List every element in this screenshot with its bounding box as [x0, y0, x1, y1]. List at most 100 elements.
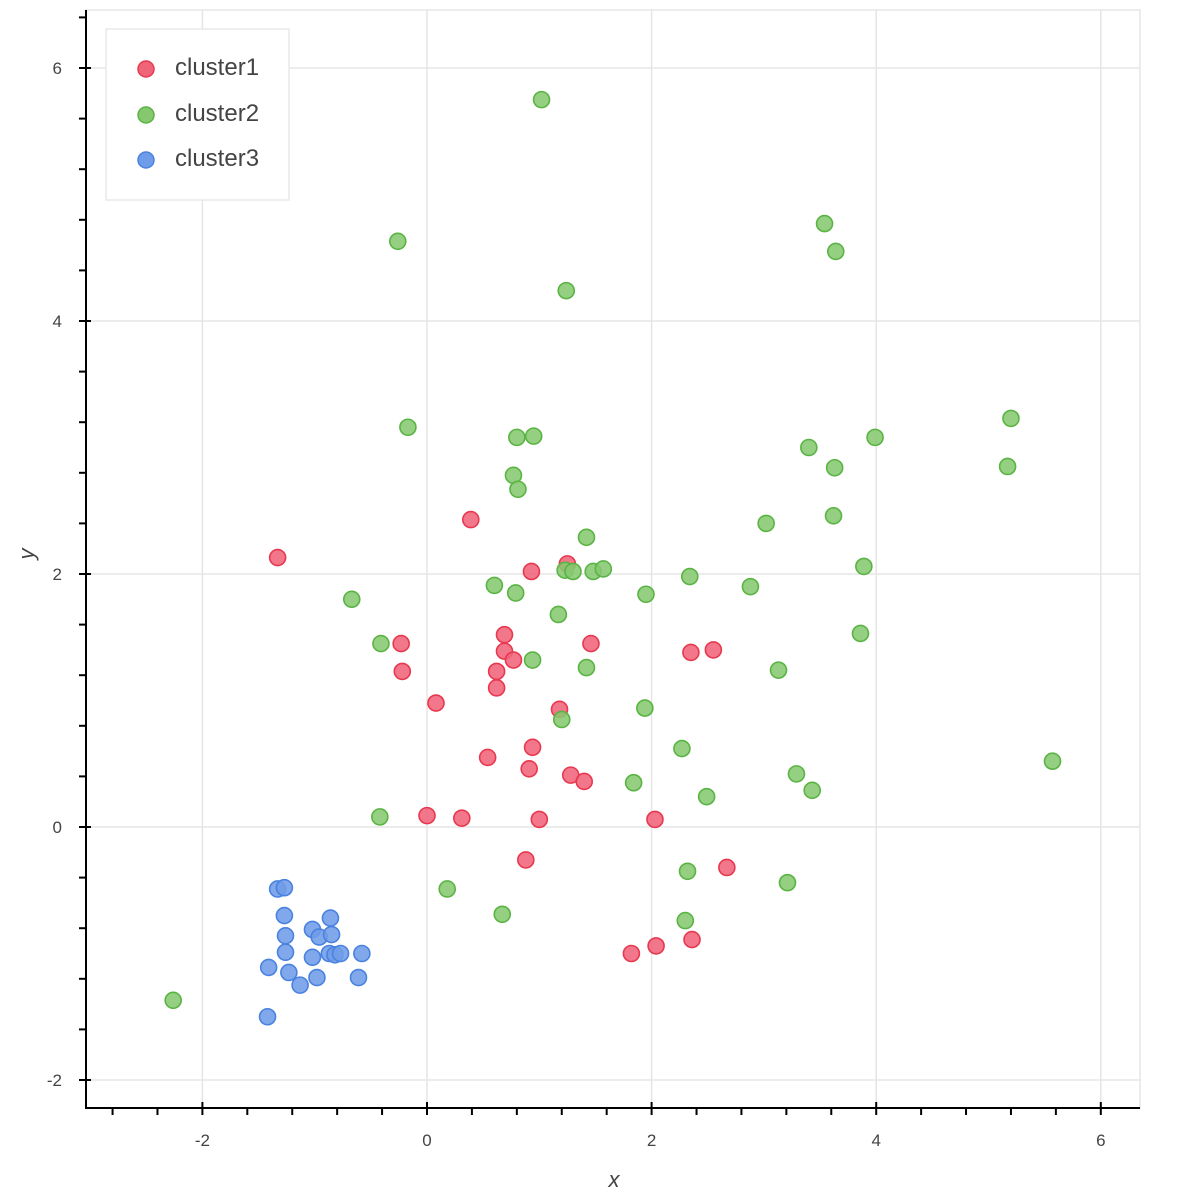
- data-point[interactable]: [331, 944, 350, 963]
- data-point[interactable]: [815, 214, 834, 233]
- legend-item-cluster1[interactable]: cluster1: [137, 54, 259, 81]
- data-point[interactable]: [582, 634, 600, 653]
- legend-item-cluster3[interactable]: cluster3: [137, 145, 259, 172]
- data-point[interactable]: [622, 944, 641, 963]
- data-point[interactable]: [308, 968, 326, 987]
- data-point[interactable]: [637, 585, 655, 604]
- x-axis-ticks: -2 0 2 4 6: [111, 1102, 1106, 1150]
- data-point[interactable]: [647, 937, 665, 955]
- data-point[interactable]: [427, 694, 445, 712]
- data-point[interactable]: [800, 438, 818, 457]
- data-point[interactable]: [718, 858, 736, 877]
- data-point[interactable]: [532, 90, 551, 109]
- legend-item-cluster2[interactable]: cluster2: [137, 100, 259, 127]
- data-point[interactable]: [353, 944, 371, 963]
- data-point[interactable]: [866, 428, 884, 447]
- data-point[interactable]: [389, 232, 407, 251]
- data-point[interactable]: [998, 457, 1017, 476]
- data-point[interactable]: [803, 781, 821, 800]
- data-point[interactable]: [825, 458, 844, 477]
- data-point[interactable]: [673, 739, 691, 758]
- data-point[interactable]: [851, 624, 870, 643]
- data-point[interactable]: [393, 662, 412, 681]
- legend-label: cluster3: [175, 145, 259, 172]
- data-point[interactable]: [508, 428, 526, 447]
- data-point[interactable]: [577, 658, 596, 677]
- data-point[interactable]: [646, 810, 664, 829]
- legend: cluster1 cluster2 cluster3: [105, 28, 290, 201]
- data-point[interactable]: [392, 634, 410, 653]
- data-point[interactable]: [594, 560, 613, 578]
- data-point[interactable]: [676, 911, 695, 930]
- data-point[interactable]: [826, 242, 845, 261]
- data-point[interactable]: [523, 651, 542, 669]
- data-point[interactable]: [495, 625, 514, 644]
- data-point[interactable]: [678, 862, 697, 881]
- data-point[interactable]: [549, 605, 568, 624]
- data-point[interactable]: [520, 760, 538, 778]
- data-point[interactable]: [303, 948, 322, 967]
- data-point[interactable]: [704, 641, 723, 659]
- legend-marker-green-circle-icon: [137, 106, 155, 124]
- data-point[interactable]: [636, 699, 654, 717]
- data-point[interactable]: [268, 548, 287, 567]
- data-point[interactable]: [275, 878, 294, 897]
- data-point[interactable]: [493, 905, 512, 924]
- data-point[interactable]: [478, 748, 497, 767]
- data-point[interactable]: [824, 507, 843, 525]
- data-point[interactable]: [371, 808, 389, 826]
- data-point[interactable]: [321, 909, 340, 927]
- data-point[interactable]: [682, 643, 700, 662]
- data-point[interactable]: [322, 925, 341, 944]
- data-point[interactable]: [530, 810, 549, 829]
- data-point[interactable]: [275, 906, 294, 925]
- data-point[interactable]: [697, 787, 716, 806]
- data-point[interactable]: [506, 584, 525, 602]
- data-point[interactable]: [438, 880, 457, 898]
- data-point[interactable]: [258, 1007, 277, 1026]
- data-point[interactable]: [485, 576, 504, 595]
- data-point[interactable]: [575, 772, 594, 791]
- data-point[interactable]: [164, 991, 183, 1010]
- data-point[interactable]: [624, 773, 643, 792]
- data-point[interactable]: [517, 851, 535, 869]
- data-point[interactable]: [778, 873, 797, 892]
- data-point[interactable]: [461, 510, 480, 529]
- data-point[interactable]: [1043, 752, 1062, 771]
- grid-lines: [86, 10, 1140, 1108]
- data-point[interactable]: [1002, 409, 1020, 428]
- data-point[interactable]: [680, 567, 699, 586]
- data-point[interactable]: [769, 661, 788, 679]
- x-tick-label: 6: [1096, 1131, 1105, 1150]
- data-point[interactable]: [276, 943, 295, 962]
- data-point[interactable]: [564, 562, 582, 581]
- data-point[interactable]: [557, 281, 576, 300]
- data-point[interactable]: [509, 480, 527, 499]
- legend-marker-red-circle-icon: [137, 60, 155, 78]
- data-point[interactable]: [523, 738, 542, 757]
- data-point[interactable]: [577, 528, 596, 547]
- data-point[interactable]: [399, 418, 417, 437]
- data-point[interactable]: [372, 634, 390, 653]
- data-point[interactable]: [522, 562, 541, 581]
- data-point[interactable]: [276, 926, 295, 945]
- data-point[interactable]: [418, 806, 436, 825]
- data-point[interactable]: [741, 577, 760, 596]
- data-point[interactable]: [855, 557, 873, 576]
- data-point[interactable]: [683, 930, 701, 949]
- data-point[interactable]: [524, 427, 543, 445]
- data-point[interactable]: [757, 514, 775, 533]
- data-point[interactable]: [487, 662, 506, 681]
- data-point[interactable]: [291, 976, 309, 994]
- data-point[interactable]: [453, 809, 471, 827]
- data-point[interactable]: [349, 968, 368, 987]
- data-point[interactable]: [487, 679, 506, 697]
- y-tick-label: 4: [53, 312, 62, 331]
- data-point[interactable]: [552, 710, 571, 729]
- data-point[interactable]: [787, 765, 806, 783]
- data-point[interactable]: [342, 590, 361, 609]
- data-point[interactable]: [259, 958, 278, 977]
- data-point[interactable]: [504, 651, 523, 669]
- data-point[interactable]: [280, 963, 298, 982]
